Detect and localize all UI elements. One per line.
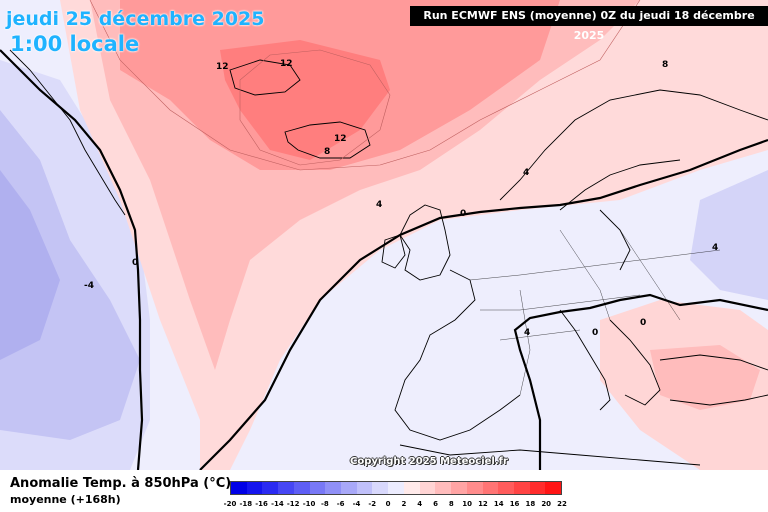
color-scale-tick: 22 bbox=[557, 500, 567, 508]
contour-label: 12 bbox=[216, 62, 229, 72]
color-scale-swatch bbox=[435, 482, 452, 494]
color-scale-tick: 18 bbox=[525, 500, 536, 508]
contour-label-group: 12 12 12 8 8 4 4 4 0 0 0 -4 4 0 bbox=[84, 59, 718, 338]
color-scale-swatch bbox=[529, 482, 546, 494]
contour-label: 12 bbox=[280, 59, 293, 69]
contour-8 bbox=[239, 49, 391, 166]
warm-zone-core bbox=[220, 40, 390, 160]
color-scale-swatch bbox=[498, 482, 514, 494]
contour-label: 4 bbox=[712, 243, 718, 253]
color-scale-swatch bbox=[451, 482, 467, 494]
color-scale-swatch bbox=[372, 482, 389, 494]
temperature-anomaly-map: 12 12 12 8 8 4 4 4 0 0 0 -4 4 0 bbox=[0, 0, 768, 470]
color-scale-tick: -18 bbox=[239, 500, 253, 508]
cold-zone-west-core bbox=[0, 170, 60, 360]
color-scale-tick: -10 bbox=[302, 500, 316, 508]
contour-label: 4 bbox=[376, 200, 382, 210]
color-scale-tick: -16 bbox=[255, 500, 268, 508]
contour-label: -4 bbox=[84, 281, 94, 291]
contour-label: 0 bbox=[640, 318, 646, 328]
color-scale-swatch bbox=[466, 482, 483, 494]
contour-zero-west bbox=[0, 49, 144, 470]
color-scale-swatch bbox=[545, 482, 562, 494]
color-scale-swatch bbox=[293, 482, 310, 494]
color-scale-tick: 4 bbox=[417, 500, 423, 508]
color-scale-tick: 14 bbox=[493, 500, 504, 508]
forecast-time: 1:00 locale bbox=[10, 32, 140, 56]
color-scale-tick: 20 bbox=[541, 500, 552, 508]
contour-label: 0 bbox=[592, 328, 598, 338]
color-scale bbox=[230, 481, 562, 495]
color-scale-swatch bbox=[246, 482, 263, 494]
contour-label: 0 bbox=[132, 258, 138, 268]
color-scale-swatch bbox=[231, 482, 247, 494]
cold-zone-east bbox=[690, 170, 768, 300]
forecast-date: jeudi 25 décembre 2025 bbox=[6, 8, 265, 30]
contour-label: 8 bbox=[662, 60, 668, 70]
color-scale-swatch bbox=[278, 482, 294, 494]
legend-title: Anomalie Temp. à 850hPa (°C) bbox=[10, 476, 232, 491]
contour-label: 0 bbox=[460, 209, 466, 219]
legend-subtitle: moyenne (+168h) bbox=[10, 493, 121, 506]
color-scale-swatch bbox=[341, 482, 357, 494]
contour-label: 4 bbox=[524, 328, 530, 338]
color-scale-tick: -12 bbox=[286, 500, 300, 508]
color-scale-tick: 0 bbox=[385, 500, 391, 508]
color-scale-swatch bbox=[356, 482, 373, 494]
color-scale-swatch bbox=[325, 482, 342, 494]
coastlines bbox=[9, 49, 768, 466]
warm-zone-east-core bbox=[650, 345, 760, 410]
color-scale-tick: 8 bbox=[448, 500, 454, 508]
color-scale-tick: 16 bbox=[509, 500, 520, 508]
color-scale-tick: -14 bbox=[271, 500, 284, 508]
contour-zero-south bbox=[513, 293, 768, 470]
color-scale-swatch bbox=[403, 482, 420, 494]
cold-zone-west-strong bbox=[0, 110, 140, 440]
contour-zero-central bbox=[199, 138, 768, 470]
color-scale-tick: 2 bbox=[401, 500, 407, 508]
color-scale-tick: -2 bbox=[368, 500, 377, 508]
contour-label: 4 bbox=[523, 168, 529, 178]
color-scale-tick: -6 bbox=[336, 500, 345, 508]
color-scale-tick: -8 bbox=[320, 500, 329, 508]
copyright-text: Copyright 2025 Meteociel.fr bbox=[350, 456, 508, 467]
run-banner: Run ECMWF ENS (moyenne) 0Z du jeudi 18 d… bbox=[410, 6, 768, 42]
color-scale-swatch bbox=[388, 482, 404, 494]
color-scale-tick: 6 bbox=[433, 500, 438, 508]
color-scale-swatch bbox=[262, 482, 279, 494]
contour-4 bbox=[89, 0, 641, 171]
color-scale-tick: 12 bbox=[478, 500, 488, 508]
color-scale-tick: -20 bbox=[223, 500, 237, 508]
contour-label: 12 bbox=[334, 134, 347, 144]
color-scale-labels: -20 -18 -16 -14 -12 -10 -8 -6 -4 -2 0 2 4 6 8 10 12 14 16 1… bbox=[224, 500, 570, 512]
contour-lines bbox=[0, 0, 768, 470]
color-scale-swatch bbox=[419, 482, 436, 494]
contour-label: 8 bbox=[324, 147, 330, 157]
country-borders bbox=[469, 229, 721, 396]
color-scale-tick: -4 bbox=[352, 500, 361, 508]
color-scale-swatch bbox=[513, 482, 530, 494]
color-scale-tick: 10 bbox=[462, 500, 473, 508]
color-scale-swatch bbox=[309, 482, 326, 494]
color-scale-swatch bbox=[482, 482, 499, 494]
